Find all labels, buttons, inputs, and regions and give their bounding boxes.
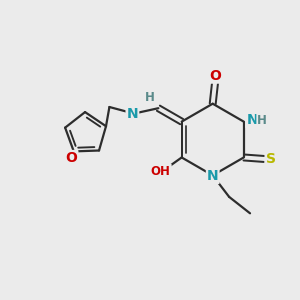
Text: N: N: [207, 169, 218, 183]
Text: N: N: [246, 113, 258, 127]
Text: O: O: [209, 69, 221, 82]
Text: OH: OH: [151, 165, 171, 178]
Text: S: S: [266, 152, 276, 166]
Text: H: H: [145, 91, 155, 104]
Text: H: H: [257, 114, 267, 127]
Text: N: N: [127, 106, 138, 121]
Text: O: O: [65, 151, 77, 165]
